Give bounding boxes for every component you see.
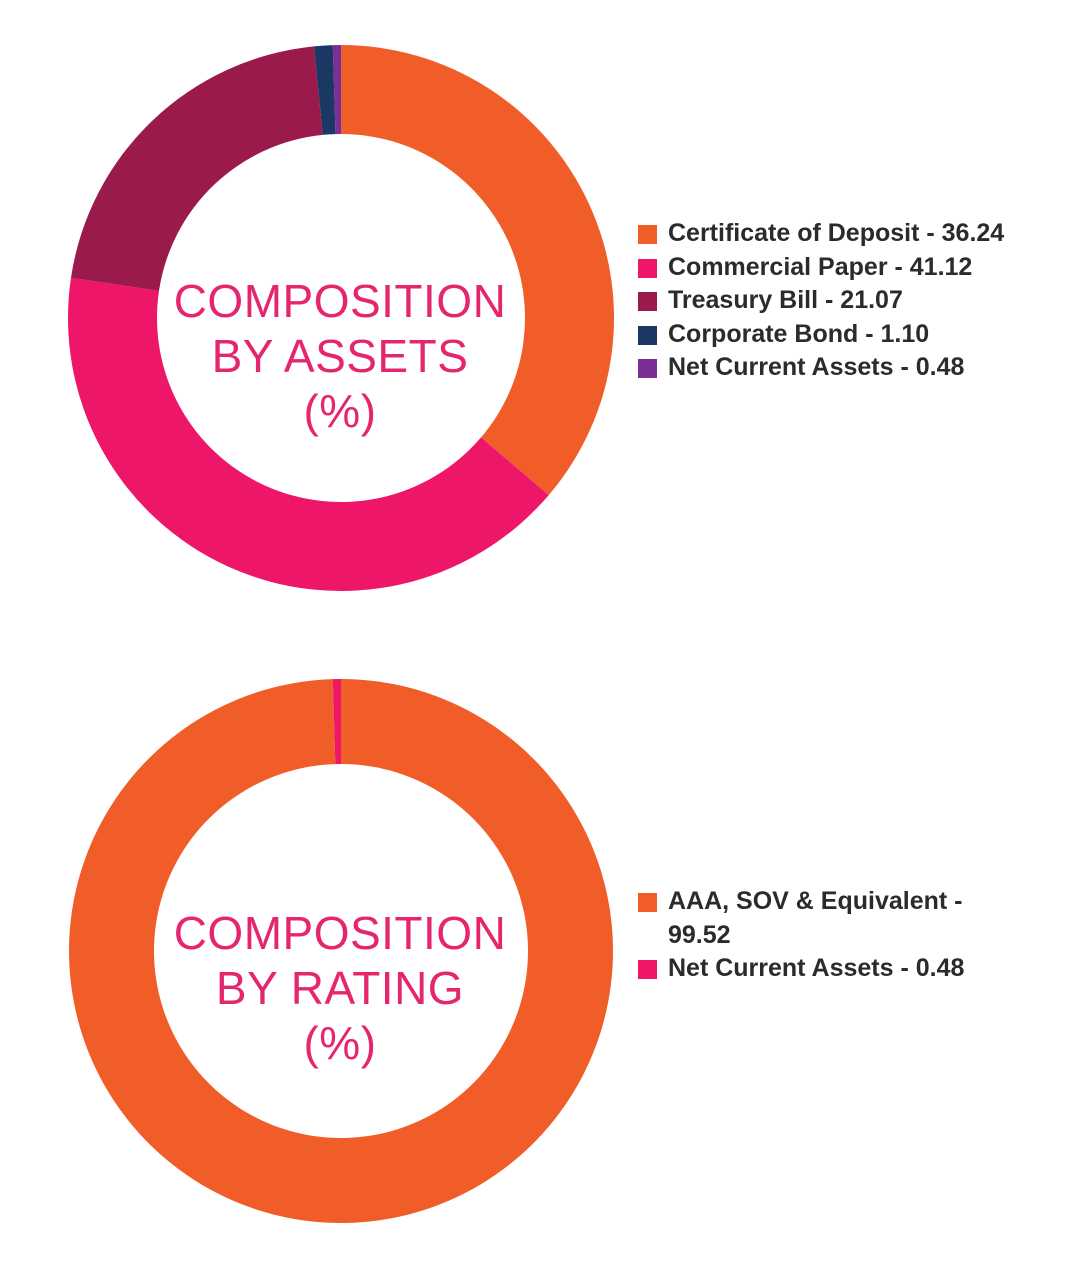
legend-swatch-aaa-sov-equivalent [638, 893, 657, 912]
rating-composition-chart: COMPOSITION BY RATING (%) AAA, SOV & Equ… [0, 640, 1080, 1282]
rating-title-line-2: BY RATING [215, 962, 465, 1014]
assets-title-line-3: (%) [303, 385, 377, 437]
legend-item-net-current-assets-rating: Net Current Assets - 0.48 [638, 952, 1058, 986]
legend-label-certificate-of-deposit: Certificate of Deposit - 36.24 [668, 219, 1005, 247]
legend-label-net-current-assets: Net Current Assets - 0.48 [668, 353, 965, 381]
assets-title-line-1: COMPOSITION [173, 275, 507, 327]
assets-title-line-2: BY ASSETS [211, 330, 469, 382]
assets-donut [67, 45, 614, 591]
legend-item-net-current-assets: Net Current Assets - 0.48 [638, 351, 1058, 385]
rating-title-line-1: COMPOSITION [173, 907, 507, 959]
donut-slice-net-current-assets [332, 679, 341, 765]
legend-item-certificate-of-deposit: Certificate of Deposit - 36.24 [638, 217, 1058, 251]
legend-label-aaa-sov-equivalent-line-2: 99.52 [668, 920, 731, 949]
legend-label-corporate-bond: Corporate Bond - 1.10 [668, 319, 930, 348]
legend-label-commercial-paper: Commercial Paper - 41.12 [668, 252, 973, 281]
legend-swatch-treasury-bill [638, 292, 657, 311]
rating-donut-title: COMPOSITION BY RATING (%) [170, 906, 510, 1071]
donut-slice-treasury-bill [70, 46, 323, 291]
donut-slice-aaa-sov-equivalent [68, 679, 613, 1223]
legend-swatch-corporate-bond [638, 325, 657, 345]
assets-donut-title: COMPOSITION BY ASSETS (%) [170, 274, 510, 439]
legend-label-treasury-bill: Treasury Bill - 21.07 [668, 286, 903, 314]
legend-item-commercial-paper: Commercial Paper - 41.12 [638, 251, 1058, 285]
legend-swatch-net-current-assets-rating [638, 960, 657, 979]
legend-item-aaa-sov-equivalent: AAA, SOV & Equivalent - 99.52 [638, 885, 1058, 952]
legend-item-treasury-bill: Treasury Bill - 21.07 [638, 284, 1058, 318]
donut-slice-net-current-assets [332, 45, 341, 135]
donut-slice-certificate-of-deposit [341, 45, 614, 496]
assets-legend: Certificate of Deposit - 36.24 Commercia… [638, 217, 1058, 385]
rating-title-line-3: (%) [303, 1017, 377, 1069]
legend-swatch-commercial-paper [638, 258, 657, 278]
donut-slice-corporate-bond [313, 45, 336, 135]
legend-label-net-current-assets-rating: Net Current Assets - 0.48 [668, 954, 965, 982]
legend-swatch-net-current-assets [638, 359, 657, 378]
legend-item-corporate-bond: Corporate Bond - 1.10 [638, 318, 1058, 352]
assets-composition-chart: COMPOSITION BY ASSETS (%) Certificate of… [0, 0, 1080, 620]
legend-swatch-certificate-of-deposit [638, 225, 657, 244]
rating-donut [68, 679, 613, 1223]
legend-label-aaa-sov-equivalent-line-1: AAA, SOV & Equivalent - [668, 887, 963, 915]
rating-legend: AAA, SOV & Equivalent - 99.52 Net Curren… [638, 885, 1058, 986]
donut-slice-commercial-paper [67, 277, 549, 591]
